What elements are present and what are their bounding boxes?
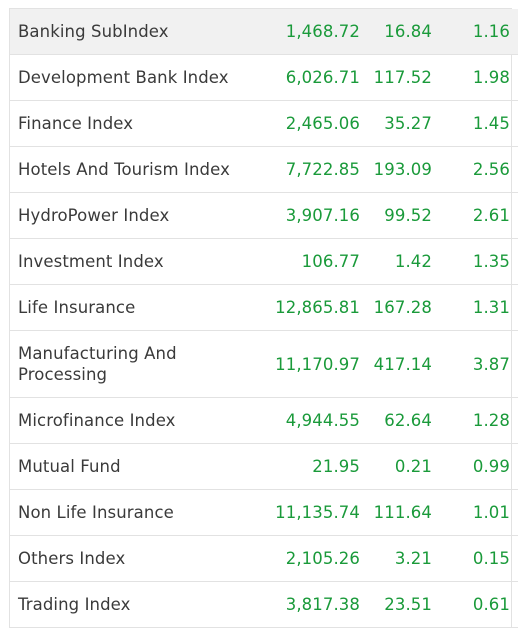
index-change: 1.42 [394, 252, 432, 271]
index-name: Trading Index [18, 595, 131, 614]
table-row[interactable]: Investment Index 106.77 1.42 1.35 [10, 239, 518, 285]
index-value: 2,465.06 [285, 114, 360, 133]
index-value: 2,105.26 [285, 549, 360, 568]
index-value: 3,817.38 [285, 595, 360, 614]
table-row[interactable]: Mutual Fund 21.95 0.21 0.99 [10, 444, 518, 490]
table-row[interactable]: Others Index 2,105.26 3.21 0.15 [10, 536, 518, 582]
index-change: 193.09 [373, 160, 432, 179]
index-percent-change: 1.31 [472, 298, 510, 317]
table-row[interactable]: HydroPower Index 3,907.16 99.52 2.61 [10, 193, 518, 239]
index-name: Finance Index [18, 114, 134, 133]
index-name: Others Index [18, 549, 126, 568]
sub-index-grid: Banking SubIndex 1,468.72 16.84 1.16 Dev… [10, 9, 518, 628]
index-percent-change: 2.61 [472, 206, 510, 225]
index-change: 23.51 [384, 595, 432, 614]
index-value: 106.77 [301, 252, 360, 271]
index-change: 62.64 [384, 411, 432, 430]
index-change: 35.27 [384, 114, 432, 133]
index-value: 7,722.85 [285, 160, 360, 179]
index-name: Banking SubIndex [18, 22, 169, 41]
index-percent-change: 1.28 [472, 411, 510, 430]
index-value: 3,907.16 [285, 206, 360, 225]
table-row[interactable]: Banking SubIndex 1,468.72 16.84 1.16 [10, 9, 518, 55]
index-percent-change: 1.16 [472, 22, 510, 41]
index-change: 117.52 [373, 68, 432, 87]
table-row[interactable]: Life Insurance 12,865.81 167.28 1.31 [10, 285, 518, 331]
index-name: Hotels And Tourism Index [18, 160, 230, 179]
index-change: 0.21 [394, 457, 432, 476]
index-change: 417.14 [373, 354, 432, 374]
table-row[interactable]: Hotels And Tourism Index 7,722.85 193.09… [10, 147, 518, 193]
index-name: Mutual Fund [18, 457, 121, 476]
index-value: 11,170.97 [275, 354, 360, 374]
table-row[interactable]: Non Life Insurance 11,135.74 111.64 1.01 [10, 490, 518, 536]
index-value: 21.95 [312, 457, 360, 476]
table-row[interactable]: Trading Index 3,817.38 23.51 0.61 [10, 582, 518, 628]
index-percent-change: 1.98 [472, 68, 510, 87]
index-change: 167.28 [373, 298, 432, 317]
index-value: 12,865.81 [275, 298, 360, 317]
table-row[interactable]: Manufacturing And Processing 11,170.97 4… [10, 331, 518, 398]
sub-index-table: Banking SubIndex 1,468.72 16.84 1.16 Dev… [9, 8, 518, 628]
index-name: Manufacturing And Processing [18, 344, 177, 384]
index-percent-change: 3.87 [472, 354, 510, 374]
index-percent-change: 0.61 [472, 595, 510, 614]
table-row[interactable]: Microfinance Index 4,944.55 62.64 1.28 [10, 398, 518, 444]
index-change: 111.64 [373, 503, 432, 522]
index-change: 99.52 [384, 206, 432, 225]
index-value: 6,026.71 [285, 68, 360, 87]
index-percent-change: 1.35 [472, 252, 510, 271]
table-row[interactable]: Development Bank Index 6,026.71 117.52 1… [10, 55, 518, 101]
index-percent-change: 0.15 [472, 549, 510, 568]
index-name: Non Life Insurance [18, 503, 174, 522]
index-value: 11,135.74 [275, 503, 360, 522]
index-name: Life Insurance [18, 298, 136, 317]
index-percent-change: 0.99 [472, 457, 510, 476]
index-name: HydroPower Index [18, 206, 170, 225]
table-row[interactable]: Finance Index 2,465.06 35.27 1.45 [10, 101, 518, 147]
index-change: 3.21 [394, 549, 432, 568]
index-percent-change: 1.01 [472, 503, 510, 522]
index-value: 4,944.55 [285, 411, 360, 430]
index-percent-change: 2.56 [472, 160, 510, 179]
index-name: Investment Index [18, 252, 164, 271]
index-value: 1,468.72 [285, 22, 360, 41]
index-name: Microfinance Index [18, 411, 176, 430]
index-percent-change: 1.45 [472, 114, 510, 133]
index-name: Development Bank Index [18, 68, 229, 87]
index-change: 16.84 [384, 22, 432, 41]
